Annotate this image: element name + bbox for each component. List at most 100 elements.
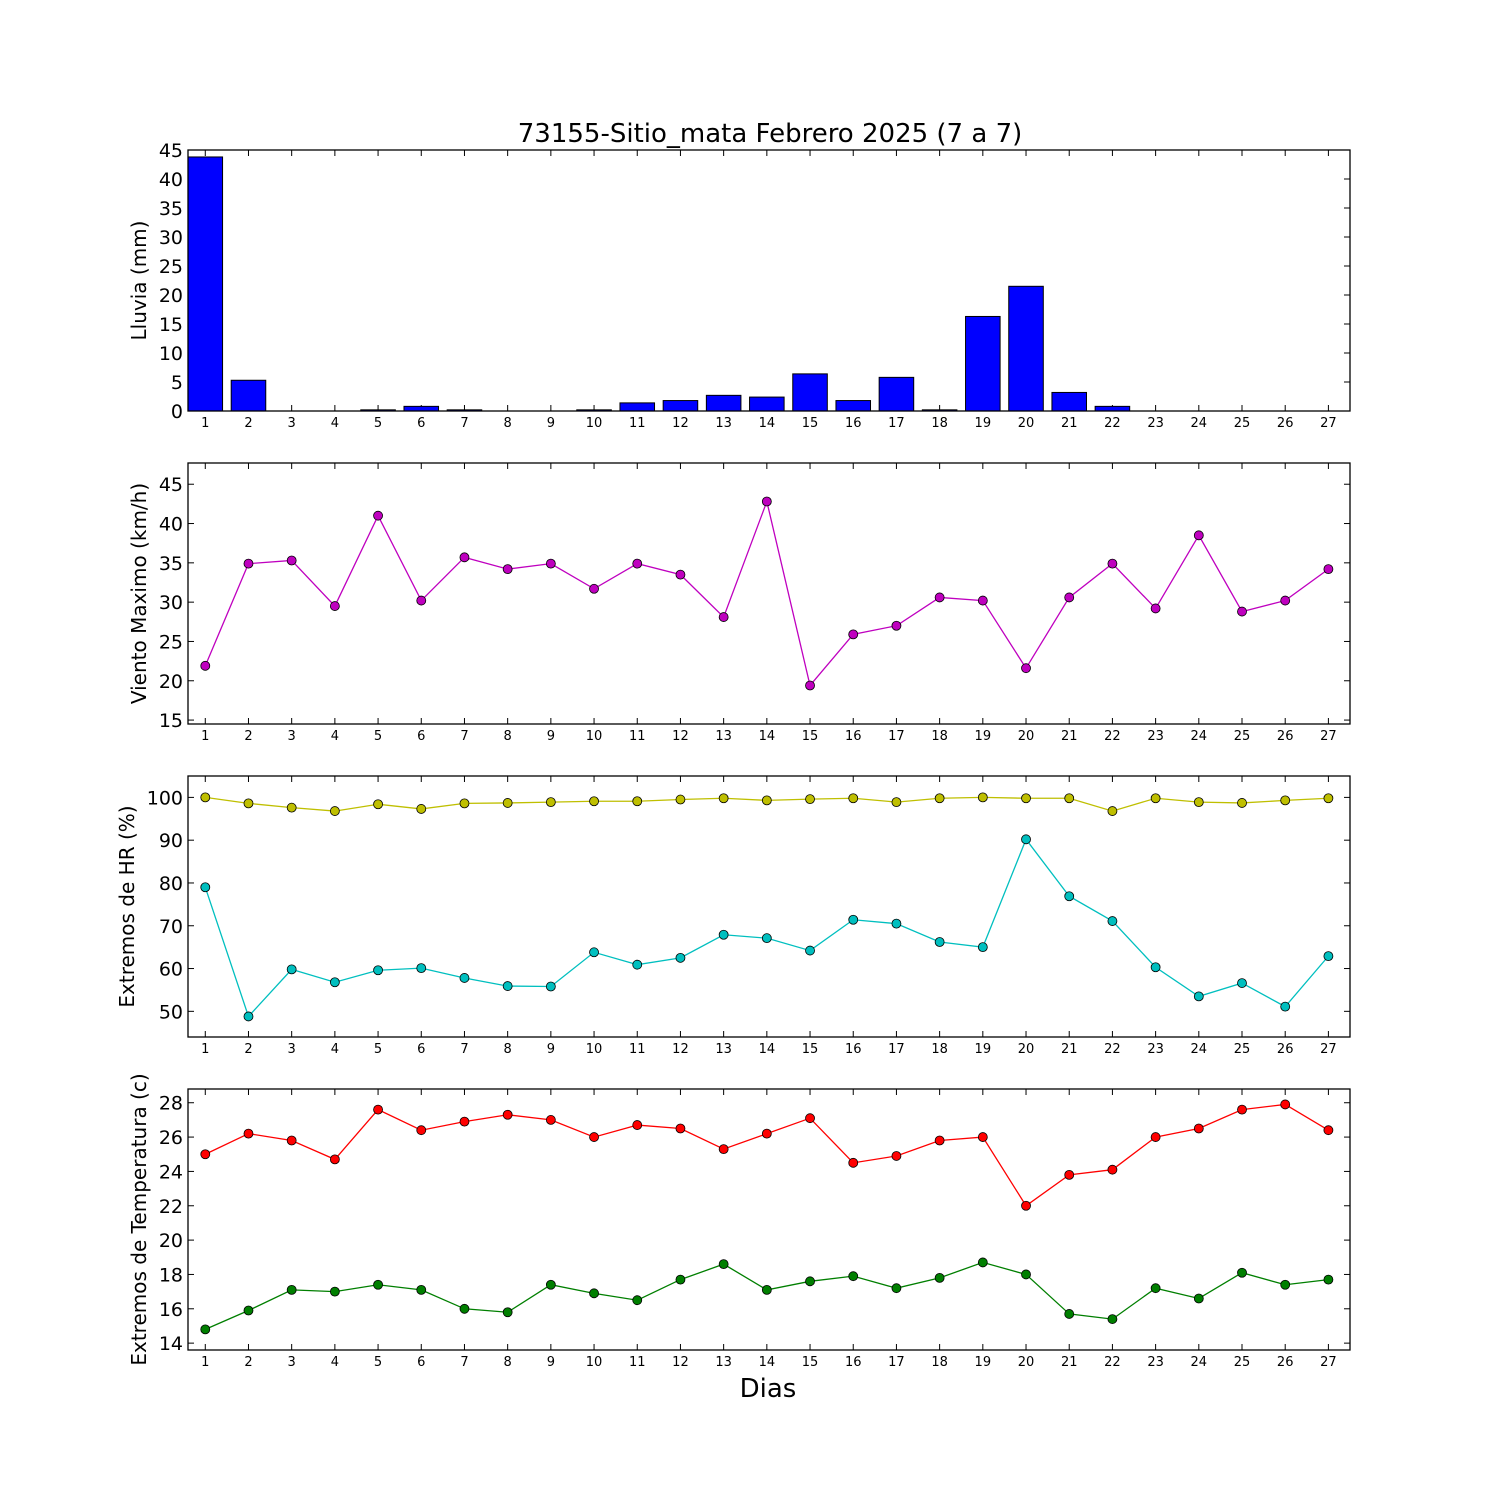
x-tick-label: 24 xyxy=(1191,729,1208,744)
x-tick-label: 12 xyxy=(672,1355,689,1370)
x-tick-label: 27 xyxy=(1320,729,1337,744)
data-point xyxy=(545,1279,556,1290)
x-tick-label: 12 xyxy=(672,416,689,431)
rain-bar xyxy=(749,396,785,412)
data-point xyxy=(545,797,556,807)
x-tick-label: 19 xyxy=(975,1042,992,1057)
data-point xyxy=(329,806,340,816)
y-tick-label: 50 xyxy=(159,1001,183,1023)
data-point xyxy=(675,1123,686,1134)
data-point xyxy=(200,660,211,671)
data-point xyxy=(459,552,470,563)
data-point xyxy=(718,793,729,804)
y-tick-label: 20 xyxy=(159,1230,183,1252)
x-tick-label: 27 xyxy=(1320,1355,1337,1370)
data-point xyxy=(1237,798,1247,808)
data-point xyxy=(1021,1200,1031,1211)
data-point xyxy=(373,510,383,521)
x-tick-label: 14 xyxy=(759,729,776,744)
x-tick-label: 25 xyxy=(1234,1042,1251,1057)
x-tick-label: 20 xyxy=(1018,1355,1035,1370)
data-point xyxy=(675,794,686,805)
data-point xyxy=(373,799,383,810)
x-tick-label: 15 xyxy=(802,1042,819,1057)
data-point xyxy=(459,973,470,983)
x-tick-label: 2 xyxy=(244,729,252,744)
y-tick-label: 10 xyxy=(159,343,183,365)
x-tick-label: 11 xyxy=(629,1042,646,1057)
x-tick-label: 22 xyxy=(1104,1355,1121,1370)
x-tick-label: 4 xyxy=(331,729,339,744)
x-tick-label: 6 xyxy=(417,416,425,431)
data-point xyxy=(286,555,297,566)
data-point xyxy=(243,1305,254,1316)
x-tick-label: 27 xyxy=(1320,1042,1337,1057)
y-tick-label: 40 xyxy=(159,169,183,191)
data-point xyxy=(502,564,513,575)
x-tick-label: 22 xyxy=(1104,416,1121,431)
data-point xyxy=(1237,978,1247,988)
data-point xyxy=(1107,1314,1118,1324)
data-point xyxy=(977,595,988,606)
x-tick-label: 5 xyxy=(374,729,382,744)
plot-frame xyxy=(187,149,1351,412)
data-point xyxy=(891,918,902,929)
data-point xyxy=(805,1276,815,1287)
data-point xyxy=(891,797,902,807)
y-axis-label: Viento Maximo (km/h) xyxy=(127,483,151,704)
data-point xyxy=(1064,1169,1075,1180)
x-tick-label: 25 xyxy=(1234,729,1251,744)
data-point xyxy=(761,496,772,507)
x-tick-label: 14 xyxy=(759,1355,776,1370)
data-point xyxy=(416,1285,427,1295)
data-point xyxy=(1280,795,1291,806)
series-line-2 xyxy=(204,838,1329,1018)
data-point xyxy=(416,963,427,974)
x-tick-label: 25 xyxy=(1234,1355,1251,1370)
x-tick-label: 21 xyxy=(1061,1355,1078,1370)
series-line-1 xyxy=(204,499,1329,687)
data-point xyxy=(977,1132,988,1142)
data-point xyxy=(545,981,556,992)
data-point xyxy=(718,1259,729,1270)
x-tick-label: 4 xyxy=(331,1355,339,1370)
x-tick-label: 3 xyxy=(288,729,296,744)
data-point xyxy=(373,1104,383,1115)
x-tick-label: 2 xyxy=(244,1042,252,1057)
data-point xyxy=(589,796,599,807)
data-point xyxy=(1107,916,1118,926)
data-point xyxy=(1107,806,1118,816)
x-tick-label: 5 xyxy=(374,1042,382,1057)
x-tick-label: 13 xyxy=(715,416,732,431)
data-point xyxy=(1193,991,1204,1002)
data-point xyxy=(1150,793,1161,804)
data-point xyxy=(805,945,815,956)
data-point xyxy=(1150,1283,1161,1294)
y-tick-label: 15 xyxy=(159,314,183,336)
data-point xyxy=(632,796,643,807)
rain-bar xyxy=(230,379,267,412)
x-tick-label: 10 xyxy=(586,1042,603,1057)
y-tick-label: 25 xyxy=(159,256,183,278)
x-tick-label: 11 xyxy=(629,1355,646,1370)
x-tick-label: 4 xyxy=(331,416,339,431)
x-tick-label: 12 xyxy=(672,1042,689,1057)
data-point xyxy=(632,1120,643,1130)
data-point xyxy=(1150,603,1161,614)
data-point xyxy=(243,798,254,809)
data-point xyxy=(1064,891,1075,902)
data-point xyxy=(1193,1123,1204,1134)
rain-bar xyxy=(1051,391,1087,412)
x-tick-label: 26 xyxy=(1277,1355,1294,1370)
x-tick-label: 21 xyxy=(1061,1042,1078,1057)
data-point xyxy=(848,914,859,925)
data-point xyxy=(675,1274,686,1285)
data-point xyxy=(502,1109,513,1120)
x-tick-label: 8 xyxy=(504,1042,512,1057)
x-tick-label: 19 xyxy=(975,1355,992,1370)
plot-frame xyxy=(187,1088,1351,1351)
x-tick-label: 22 xyxy=(1104,729,1121,744)
